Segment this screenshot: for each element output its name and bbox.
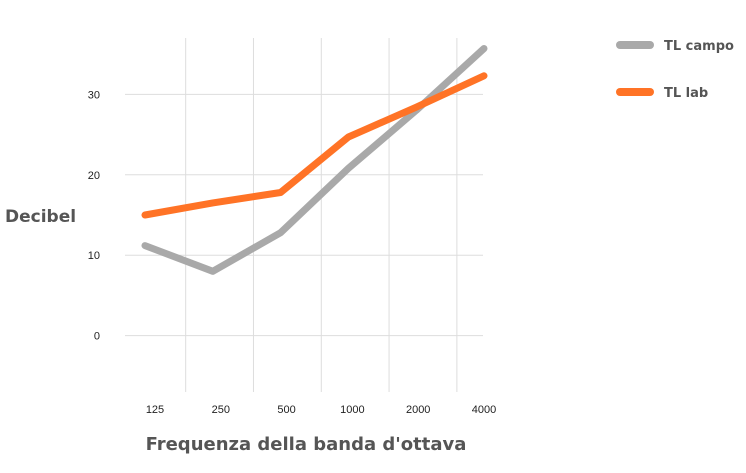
- legend-label: TL lab: [664, 86, 708, 101]
- y-tick-label: 10: [88, 250, 100, 262]
- x-axis-title: Frequenza della banda d'ottava: [146, 434, 467, 455]
- x-tick-label: 250: [212, 404, 230, 416]
- series-lines: [141, 45, 488, 275]
- x-tick-label: 4000: [472, 404, 496, 416]
- x-tick-label: 2000: [406, 404, 430, 416]
- x-tick-label: 125: [146, 404, 164, 416]
- x-tick-label: 500: [277, 404, 295, 416]
- grid: [125, 38, 483, 392]
- y-tick-label: 0: [94, 331, 100, 343]
- legend: TL campo TL lab: [616, 39, 734, 101]
- x-tick-labels: 125 250 500 1000 2000 4000: [146, 404, 496, 416]
- y-tick-label: 20: [88, 170, 100, 182]
- y-tick-labels: 0 10 20 30: [88, 89, 100, 342]
- x-tick-label: 1000: [340, 404, 364, 416]
- y-tick-label: 30: [88, 89, 100, 101]
- series-line: [141, 72, 488, 219]
- legend-label: TL campo: [664, 39, 734, 54]
- series-line: [141, 45, 488, 275]
- y-axis-title: Decibel: [5, 207, 76, 227]
